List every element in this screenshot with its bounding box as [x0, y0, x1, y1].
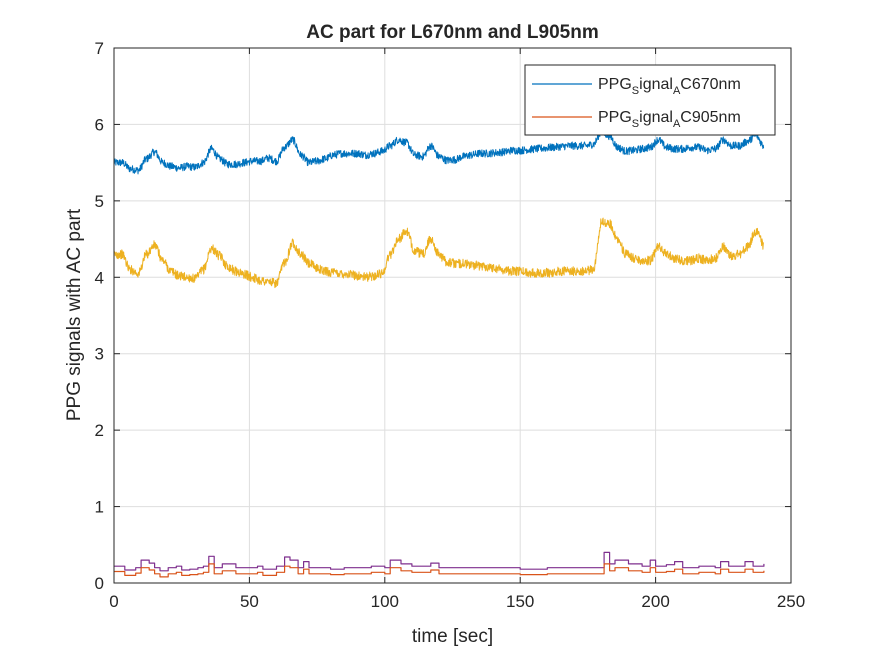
series-layer — [113, 128, 765, 578]
plot-frame — [113, 47, 792, 584]
x-tick-label: 50 — [240, 592, 259, 611]
x-tick-label: 200 — [641, 592, 669, 611]
chart-title: AC part for L670nm and L905nm — [306, 22, 598, 43]
y-tick-label: 1 — [95, 498, 104, 517]
legend: PPGSignalAC670nm PPGSignalAC905nm — [524, 64, 776, 136]
axis-ticks: 0 50 100 150 200 250 0 1 2 3 4 5 6 7 — [95, 39, 806, 611]
legend-label-670: PPGSignalAC670nm — [598, 76, 741, 97]
series-line-3 — [114, 563, 765, 578]
x-axis-label: time [sec] — [412, 626, 493, 647]
legend-box — [524, 64, 776, 136]
y-axis-label: PPG signals with AC part — [64, 208, 85, 421]
x-tick-label: 250 — [777, 592, 805, 611]
y-tick-label: 4 — [95, 268, 104, 287]
plot-area — [114, 48, 791, 583]
y-tick-label: 7 — [95, 39, 104, 58]
y-tick-label: 3 — [95, 345, 104, 364]
x-tick-label: 100 — [371, 592, 399, 611]
series-line-1 — [113, 217, 765, 289]
y-tick-label: 0 — [95, 574, 104, 593]
legend-label-905: PPGSignalAC905nm — [598, 109, 741, 130]
y-tick-label: 2 — [95, 421, 104, 440]
series-line-0 — [113, 128, 765, 175]
series-line-2 — [114, 551, 765, 572]
y-tick-label: 5 — [95, 192, 104, 211]
y-tick-label: 6 — [95, 115, 104, 134]
x-tick-label: 0 — [109, 592, 118, 611]
x-tick-label: 150 — [506, 592, 534, 611]
